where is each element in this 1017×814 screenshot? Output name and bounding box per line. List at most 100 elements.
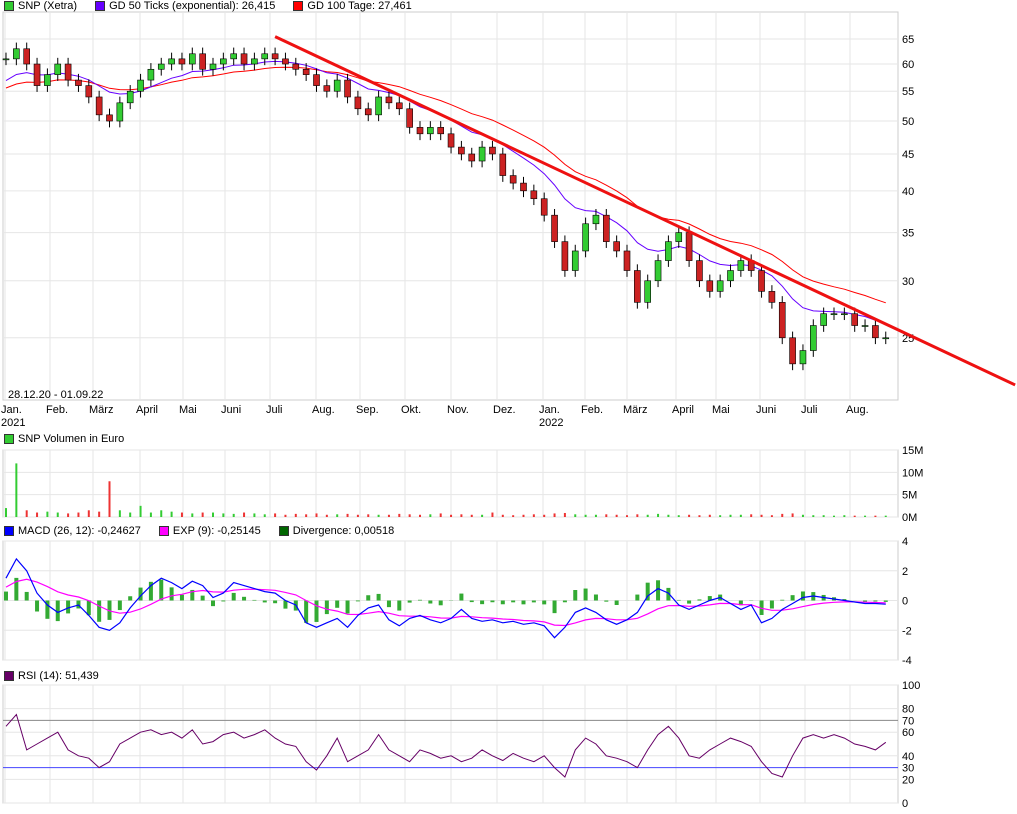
x-tick-label: Juni	[221, 404, 241, 416]
candle	[354, 96, 362, 110]
volume-bar	[688, 514, 691, 517]
divergence-bar	[35, 600, 40, 612]
volume-bar	[118, 510, 121, 517]
candle	[602, 214, 610, 242]
macd-legend: MACD (26, 12): -0,24627 EXP (9): -0,25145…	[4, 525, 394, 537]
candle	[830, 313, 838, 316]
volume-bar	[563, 512, 566, 517]
gd50-line	[5, 60, 886, 324]
divergence-bar	[552, 600, 557, 614]
candle	[737, 260, 745, 271]
volume-bar	[284, 514, 287, 517]
candle	[809, 325, 817, 351]
divergence-bar	[707, 596, 712, 601]
volume-bar	[636, 514, 639, 517]
candle	[147, 68, 155, 81]
divergence-bar	[86, 600, 91, 616]
volume-bar	[67, 513, 70, 517]
rsi-70-label: 70	[902, 715, 914, 727]
volume-bar	[15, 463, 18, 517]
divergence-bar	[242, 596, 247, 601]
candle	[799, 350, 807, 365]
divergence-bar	[159, 579, 164, 601]
candle	[189, 53, 196, 65]
divergence-bar	[304, 600, 309, 623]
divergence-bar	[283, 600, 288, 609]
candle	[85, 85, 93, 98]
rsi-legend: RSI (14): 51,439	[4, 670, 99, 682]
candle	[644, 280, 652, 303]
volume-bar	[408, 514, 411, 517]
divergence-bar	[562, 600, 567, 603]
legend-item: SNP Volumen in Euro	[4, 433, 124, 445]
volume-bar	[750, 514, 753, 517]
divergence-bar	[45, 600, 50, 619]
candle	[13, 48, 20, 60]
divergence-bar	[873, 600, 878, 602]
volume-bar	[232, 513, 235, 517]
volume-bar	[729, 514, 732, 517]
candle	[872, 325, 879, 339]
volume-bar	[129, 512, 132, 517]
candle	[685, 232, 693, 261]
divergence-bar	[376, 593, 381, 601]
volume-bar	[677, 515, 680, 517]
y-tick-label: 10M	[902, 467, 923, 479]
volume-bar	[646, 514, 649, 517]
divergence-bar	[97, 600, 102, 622]
volume-bar	[470, 514, 473, 517]
candle	[778, 302, 786, 339]
volume-bar	[5, 508, 7, 517]
divergence-bar	[24, 591, 29, 601]
candle	[282, 58, 289, 65]
candle	[499, 153, 507, 176]
divergence-bar	[500, 600, 505, 605]
volume-bar	[657, 513, 660, 517]
x-tick-label: März	[89, 404, 113, 416]
candle	[851, 313, 859, 326]
legend-item: SNP (Xetra)	[4, 0, 77, 12]
divergence-bar	[666, 587, 671, 601]
volume-bar	[719, 515, 722, 517]
volume-bar	[512, 515, 515, 517]
x-tick-label: Juni	[756, 404, 776, 416]
divergence-bar	[231, 592, 236, 601]
volume-bar	[274, 513, 277, 517]
candle	[634, 270, 641, 303]
x-tick-label: Jan.	[539, 404, 560, 416]
candle	[561, 241, 569, 271]
x-tick-label: Juli	[266, 404, 283, 416]
candle	[437, 127, 445, 135]
candle	[447, 133, 455, 148]
y-tick-label: 35	[902, 228, 914, 240]
candle	[271, 53, 279, 60]
y-tick-label: 15M	[902, 445, 923, 457]
x-tick-label: April	[672, 404, 694, 416]
legend-label: GD 100 Tage: 27,461	[307, 0, 412, 12]
candle	[789, 337, 796, 365]
divergence-bar	[800, 591, 805, 601]
divergence-bar	[179, 594, 184, 601]
x-tick-label: Feb.	[581, 404, 603, 416]
candle	[530, 190, 538, 200]
candle	[820, 313, 827, 326]
candle	[861, 325, 869, 327]
divergence-bar	[386, 600, 391, 608]
x-tick-label: Jan.	[1, 404, 22, 416]
x-tick-year: 2022	[539, 417, 563, 429]
divergence-bar	[583, 588, 588, 601]
candle	[178, 58, 186, 65]
y-tick-label: 30	[902, 276, 914, 288]
volume-bar	[574, 514, 577, 517]
volume-bar	[56, 512, 59, 517]
rsi-30-label: 30	[902, 763, 914, 775]
legend-label: SNP Volumen in Euro	[18, 433, 125, 445]
divergence-bar	[521, 600, 526, 605]
candle	[571, 250, 579, 271]
legend-swatch	[278, 526, 289, 536]
y-tick-label: 20	[902, 774, 914, 786]
volume-bar	[325, 514, 328, 517]
divergence-bar	[511, 600, 516, 603]
candle	[251, 58, 258, 65]
volume-bar	[532, 514, 535, 517]
